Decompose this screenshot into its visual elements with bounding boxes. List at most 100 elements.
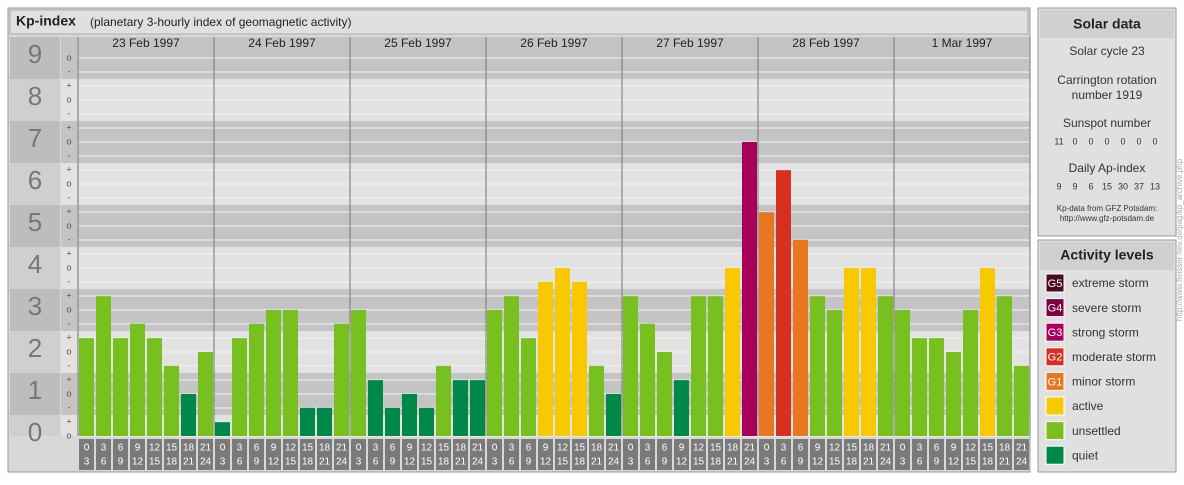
x-tick-label: 15 [829,457,841,468]
sunspot-value: 0 [1152,136,1157,146]
minor-tick-label: + [66,332,71,342]
minor-tick-label: - [68,192,71,202]
x-tick-label: 0 [356,443,362,454]
x-cell [742,439,757,470]
bar [742,142,757,436]
ap-value: 9 [1072,181,1077,191]
y-tick-label: 1 [28,375,42,405]
band [78,415,1030,436]
levels-header [1040,242,1174,270]
x-tick-label: 15 [285,457,297,468]
legend-badge: G5 [1048,278,1063,290]
bar [878,296,893,436]
axis-band [10,289,60,331]
minor-tick-label: o [66,178,71,188]
x-tick-label: 21 [1016,443,1028,454]
x-cell [793,439,808,470]
axis-band [10,163,60,205]
minor-tick-label: o [66,136,71,146]
minor-tick-label: + [66,290,71,300]
minor-tick-label: o [66,94,71,104]
x-tick-label: 15 [421,457,433,468]
carrington: Carrington rotation [1057,73,1156,87]
x-tick-label: 0 [84,443,90,454]
x-tick-label: 15 [166,443,178,454]
x-tick-label: 6 [934,443,940,454]
x-cell [436,439,451,470]
x-tick-label: 9 [118,457,124,468]
x-cell [300,439,315,470]
bar [572,281,587,436]
bar [385,407,400,436]
bar [895,310,910,436]
bar [946,352,961,436]
x-tick-label: 6 [237,457,243,468]
x-cell [419,439,434,470]
x-tick-label: 12 [149,443,161,454]
x-tick-label: 12 [421,443,433,454]
axis-band [10,37,60,79]
minor-axis-band [61,37,77,79]
x-cell [861,439,876,470]
x-tick-label: 0 [764,443,770,454]
x-tick-label: 24 [1016,457,1028,468]
x-tick-label: 21 [999,457,1011,468]
x-tick-label: 3 [900,457,906,468]
day-label: 24 Feb 1997 [248,36,316,50]
bar [793,239,808,436]
source: http://www.gfz-potsdam.de [1060,214,1155,223]
legend-label: severe storm [1072,301,1141,315]
sunspot-value: 0 [1072,136,1077,146]
x-tick-label: 18 [727,443,739,454]
x-tick-label: 3 [781,443,787,454]
chart-subtitle: (planetary 3-hourly index of geomagnetic… [90,15,351,29]
minor-tick-label: + [66,80,71,90]
bar [368,380,383,436]
x-tick-label: 12 [693,443,705,454]
bar [725,268,740,436]
x-cell [810,439,825,470]
levels-title: Activity levels [1060,247,1154,263]
x-tick-label: 18 [319,443,331,454]
ap-value: 6 [1088,181,1093,191]
x-tick-label: 9 [543,443,549,454]
x-tick-label: 6 [101,457,107,468]
sunspot-value: 0 [1088,136,1093,146]
x-tick-label: 15 [693,457,705,468]
legend-label: extreme storm [1072,276,1149,290]
x-tick-label: 6 [645,457,651,468]
bar [164,365,179,436]
minor-tick-label: - [68,318,71,328]
bar [861,268,876,436]
axis-band [10,205,60,247]
x-tick-label: 0 [492,443,498,454]
x-tick-label: 12 [540,457,552,468]
bar [96,296,111,436]
bar [487,310,502,436]
bar [1014,365,1029,436]
legend-swatch [1045,273,1065,293]
bar [827,310,842,436]
y-tick-label: 0 [28,417,42,447]
x-tick-label: 6 [509,457,515,468]
x-tick-label: 12 [676,457,688,468]
solar-panel [1037,7,1177,237]
x-cell [759,439,774,470]
x-tick-label: 15 [149,457,161,468]
x-cell [1014,439,1029,470]
x-tick-label: 9 [254,457,260,468]
minor-tick-label: o [66,388,71,398]
bar [810,296,825,436]
minor-tick-label: + [66,416,71,426]
bar [555,268,570,436]
x-cell [674,439,689,470]
legend-label: active [1072,399,1104,413]
minor-axis-band [61,205,77,247]
x-tick-label: 9 [679,443,685,454]
x-tick-label: 15 [846,443,858,454]
x-tick-label: 6 [798,443,804,454]
x-tick-label: 24 [472,457,484,468]
x-cell [283,439,298,470]
minor-tick-label: + [66,374,71,384]
